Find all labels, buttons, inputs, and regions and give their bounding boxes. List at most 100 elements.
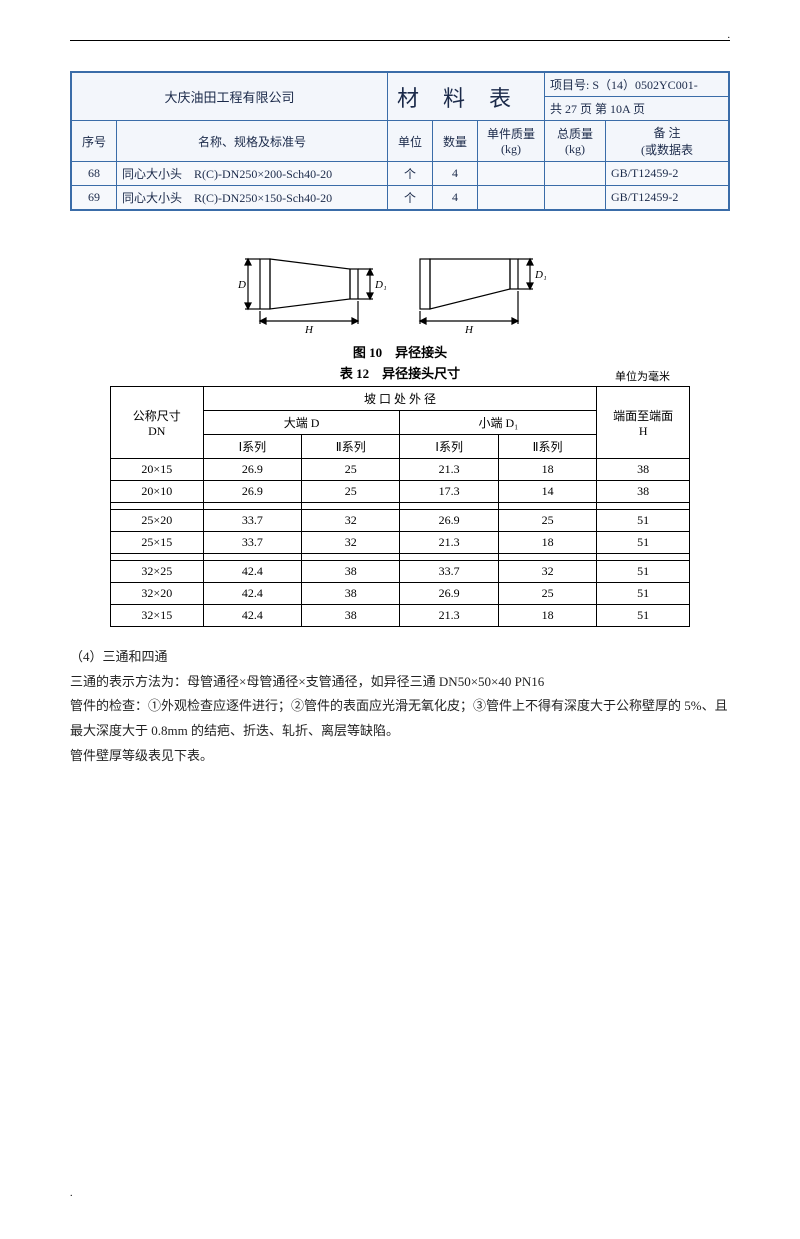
- hd-s1b: Ⅰ系列: [400, 435, 498, 459]
- page-marker-bottom: .: [70, 1188, 730, 1199]
- table-row: 25×2033.73226.92551: [111, 510, 690, 532]
- cell: 51: [597, 583, 690, 605]
- cell: 18: [498, 532, 596, 554]
- cell-um: [478, 162, 545, 186]
- table-row: 32×2542.43833.73251: [111, 561, 690, 583]
- table-row: 25×1533.73221.31851: [111, 532, 690, 554]
- cell-tm: [545, 162, 606, 186]
- cell: 38: [302, 605, 400, 627]
- para-heading: （4）三通和四通: [70, 645, 730, 670]
- hd-s2a: Ⅱ系列: [302, 435, 400, 459]
- project-number: S（14）0502YC001-: [592, 78, 697, 92]
- col-unit-mass-unit: (kg): [483, 142, 539, 157]
- cell: 21.3: [400, 605, 498, 627]
- cell: 25: [302, 481, 400, 503]
- cell: 42.4: [203, 561, 301, 583]
- cell-um: [478, 186, 545, 210]
- cell-unit: 个: [388, 162, 433, 186]
- cell: 38: [597, 481, 690, 503]
- cell: 32×25: [111, 561, 204, 583]
- cell: 33.7: [203, 510, 301, 532]
- cell: 20×15: [111, 459, 204, 481]
- project-cell: 项目号: S（14）0502YC001-: [545, 73, 729, 97]
- figure-caption: 图 10 异径接头: [70, 342, 730, 361]
- col-unit-mass: 单件质量 (kg): [478, 121, 545, 162]
- cell: 51: [597, 532, 690, 554]
- hd-bigD: 大端 D: [203, 411, 400, 435]
- cell-no: 68: [72, 162, 117, 186]
- cell-tm: [545, 186, 606, 210]
- pages-cell: 共 27 页 第 10A 页: [545, 97, 729, 121]
- cell-name: 同心大小头 R(C)-DN250×200-Sch40-20: [117, 162, 388, 186]
- cell: 38: [302, 561, 400, 583]
- cell: 51: [597, 510, 690, 532]
- cell-name: 同心大小头 R(C)-DN250×150-Sch40-20: [117, 186, 388, 210]
- cell-no: 69: [72, 186, 117, 210]
- cell: 42.4: [203, 583, 301, 605]
- cell: 26.9: [400, 510, 498, 532]
- group-gap: [111, 554, 690, 561]
- para-4: 管件壁厚等级表见下表。: [70, 744, 730, 769]
- col-total-mass-label: 总质量: [550, 125, 600, 142]
- table-row: 32×1542.43821.31851: [111, 605, 690, 627]
- cell: 18: [498, 459, 596, 481]
- cell: 25×20: [111, 510, 204, 532]
- material-table: 大庆油田工程有限公司 材料表 项目号: S（14）0502YC001- 共 27…: [70, 71, 730, 211]
- cell: 20×10: [111, 481, 204, 503]
- cell: 32×20: [111, 583, 204, 605]
- label-D1-r: D₁: [534, 269, 547, 281]
- col-remark-2: (或数据表: [611, 141, 723, 158]
- table-row: 32×2042.43826.92551: [111, 583, 690, 605]
- col-remark: 备 注 (或数据表: [606, 121, 729, 162]
- table-row: 20×1526.92521.31838: [111, 459, 690, 481]
- project-label: 项目号:: [550, 78, 589, 92]
- table-row: 68 同心大小头 R(C)-DN250×200-Sch40-20 个 4 GB/…: [72, 162, 729, 186]
- label-D: D: [237, 279, 246, 291]
- cell: 25: [498, 583, 596, 605]
- col-unit: 单位: [388, 121, 433, 162]
- reducer-diagram: D D₁ H D₁ H: [70, 241, 730, 336]
- hd-dn: 公称尺寸 DN: [111, 387, 204, 459]
- col-remark-1: 备 注: [611, 124, 723, 141]
- cell: 51: [597, 561, 690, 583]
- cell: 38: [597, 459, 690, 481]
- cell: 25: [498, 510, 596, 532]
- cell: 32×15: [111, 605, 204, 627]
- cell: 18: [498, 605, 596, 627]
- group-gap: [111, 503, 690, 510]
- hd-od-group: 坡 口 处 外 径: [203, 387, 597, 411]
- hd-s2b: Ⅱ系列: [498, 435, 596, 459]
- cell: 33.7: [400, 561, 498, 583]
- cell: 38: [302, 583, 400, 605]
- cell: 32: [302, 510, 400, 532]
- col-name: 名称、规格及标准号: [117, 121, 388, 162]
- cell: 21.3: [400, 459, 498, 481]
- page-marker-top: .: [728, 30, 731, 41]
- cell: 26.9: [400, 583, 498, 605]
- hd-s1a: Ⅰ系列: [203, 435, 301, 459]
- cell-remark: GB/T12459-2: [606, 162, 729, 186]
- company-cell: 大庆油田工程有限公司: [72, 73, 388, 121]
- label-H: H: [304, 324, 314, 336]
- cell: 17.3: [400, 481, 498, 503]
- col-seq: 序号: [72, 121, 117, 162]
- cell-qty: 4: [433, 186, 478, 210]
- col-total-mass-unit: (kg): [550, 142, 600, 157]
- cell-qty: 4: [433, 162, 478, 186]
- cell: 32: [498, 561, 596, 583]
- cell: 42.4: [203, 605, 301, 627]
- col-qty: 数量: [433, 121, 478, 162]
- para-3: 管件的检查：①外观检查应逐件进行；②管件的表面应光滑无氧化皮；③管件上不得有深度…: [70, 694, 730, 743]
- para-2: 三通的表示方法为：母管通径×母管通径×支管通径，如异径三通 DN50×50×40…: [70, 670, 730, 695]
- cell: 33.7: [203, 532, 301, 554]
- table-title: 材料表: [388, 73, 545, 121]
- hd-smallD: 小端 D₁: [400, 411, 597, 435]
- label-D1: D₁: [374, 279, 387, 291]
- hd-H: 端面至端面 H: [597, 387, 690, 459]
- dimension-table: 公称尺寸 DN 坡 口 处 外 径 端面至端面 H 大端 D 小端 D₁ Ⅰ系列…: [110, 386, 690, 627]
- col-unit-mass-label: 单件质量: [483, 125, 539, 142]
- table-row: 20×1026.92517.31438: [111, 481, 690, 503]
- cell: 25×15: [111, 532, 204, 554]
- cell: 26.9: [203, 481, 301, 503]
- cell-unit: 个: [388, 186, 433, 210]
